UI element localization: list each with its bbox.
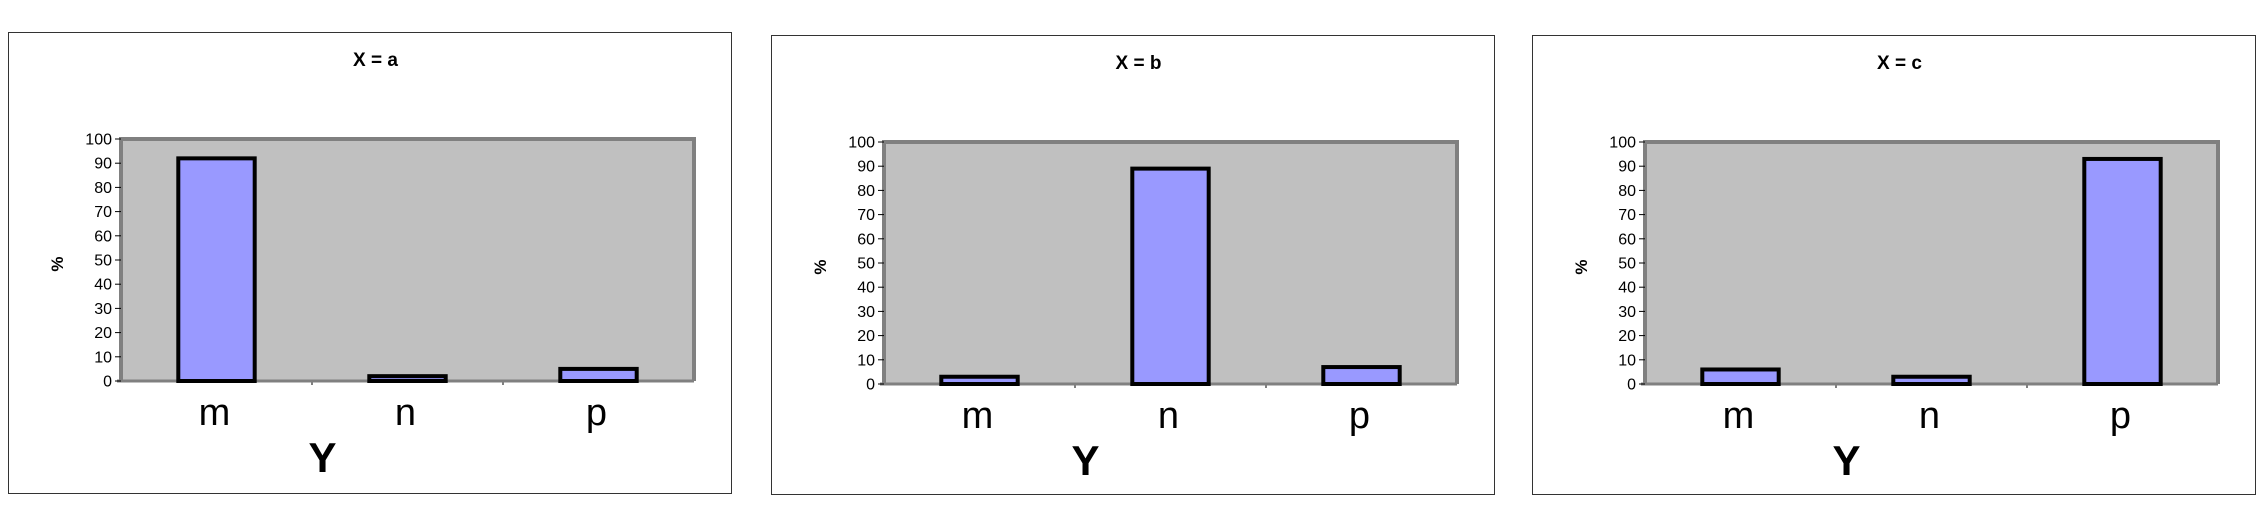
y-axis-label: % — [811, 259, 830, 274]
y-tick-label: 0 — [866, 377, 875, 394]
bar-n — [367, 374, 448, 384]
x-tick-label: n — [1919, 395, 1940, 437]
y-tick-label: 50 — [1618, 256, 1636, 273]
x-axis-label: Y — [1071, 437, 1099, 484]
chart-panel-b: X = b 0 10 20 30 40 50 60 70 80 90 100% m n p Y — [771, 35, 1495, 495]
chart-svg-b: X = b 0 10 20 30 40 50 60 70 80 90 100% m n p Y — [811, 53, 1459, 484]
y-tick-label: 20 — [94, 325, 112, 342]
bar-p — [1321, 365, 1402, 386]
y-tick-label: 30 — [94, 301, 112, 318]
x-axis-label: Y — [1832, 437, 1860, 484]
bar-m — [1700, 367, 1781, 387]
bar-p — [2082, 156, 2163, 386]
y-axis-label: % — [48, 256, 67, 271]
y-tick-label: 80 — [94, 180, 112, 197]
x-tick-label: n — [395, 392, 416, 434]
y-tick-label: 70 — [857, 207, 875, 224]
y-tick-label: 40 — [1618, 280, 1636, 297]
chart-title: X = b — [1116, 53, 1162, 74]
x-tick-label: m — [962, 395, 994, 437]
y-tick-label: 20 — [1618, 328, 1636, 345]
y-tick-label: 90 — [1618, 159, 1636, 176]
y-tick-label: 50 — [94, 253, 112, 270]
y-tick-label: 70 — [94, 204, 112, 221]
y-tick-label: 80 — [1618, 183, 1636, 200]
y-tick-label: 70 — [1618, 207, 1636, 224]
y-tick-label: 10 — [1618, 352, 1636, 369]
y-tick-label: 100 — [85, 132, 112, 149]
x-tick-label: p — [586, 392, 607, 434]
x-tick-label: p — [2110, 395, 2131, 437]
y-tick-label: 20 — [857, 328, 875, 345]
bar-p — [558, 366, 639, 383]
y-tick-label: 90 — [857, 159, 875, 176]
y-tick-label: 60 — [857, 231, 875, 248]
y-tick-label: 100 — [1609, 135, 1636, 152]
y-tick-label: 10 — [94, 349, 112, 366]
x-tick-label: m — [1723, 395, 1755, 437]
chart-svg-c: X = c 0 10 20 30 40 50 60 70 80 90 100% m n p Y — [1572, 53, 2220, 484]
bar-n — [1891, 374, 1972, 386]
y-tick-label: 40 — [857, 280, 875, 297]
bar-m — [939, 374, 1020, 386]
bar-m — [176, 156, 257, 383]
x-tick-label: p — [1349, 395, 1370, 437]
y-tick-label: 30 — [857, 304, 875, 321]
y-tick-label: 10 — [857, 352, 875, 369]
x-axis-label: Y — [308, 434, 336, 481]
y-tick-label: 60 — [94, 228, 112, 245]
y-tick-label: 80 — [857, 183, 875, 200]
y-tick-label: 30 — [1618, 304, 1636, 321]
bar-n — [1130, 166, 1211, 386]
chart-svg-a: X = a 0 10 20 30 40 50 60 70 80 90 100% m n p Y — [48, 50, 696, 481]
y-tick-label: 60 — [1618, 231, 1636, 248]
y-tick-label: 40 — [94, 277, 112, 294]
chart-title: X = a — [353, 50, 398, 71]
chart-title: X = c — [1877, 53, 1922, 74]
x-tick-label: m — [199, 392, 231, 434]
y-tick-label: 100 — [848, 135, 875, 152]
y-tick-label: 0 — [103, 374, 112, 391]
chart-panel-a: X = a 0 10 20 30 40 50 60 70 80 90 100% m n p Y — [8, 32, 732, 494]
y-tick-label: 50 — [857, 256, 875, 273]
y-axis-label: % — [1572, 259, 1591, 274]
chart-panel-c: X = c 0 10 20 30 40 50 60 70 80 90 100% m n p Y — [1532, 35, 2256, 495]
x-tick-label: n — [1158, 395, 1179, 437]
y-tick-label: 0 — [1627, 377, 1636, 394]
y-tick-label: 90 — [94, 156, 112, 173]
